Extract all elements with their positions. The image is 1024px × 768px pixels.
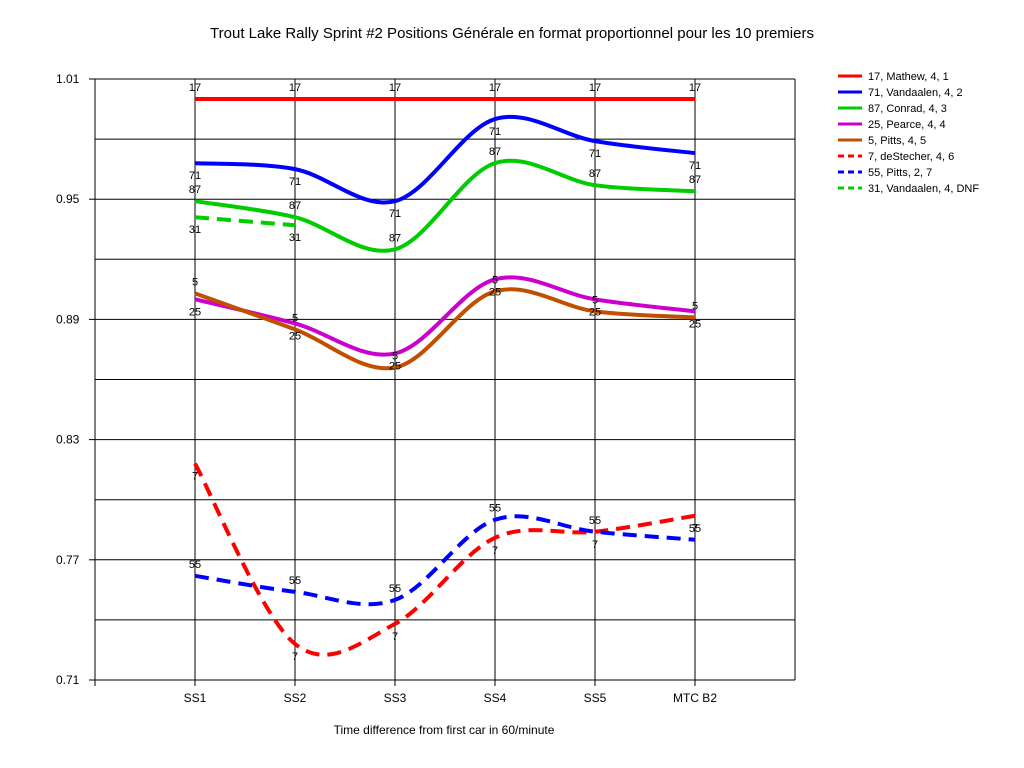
data-label: 17 [289, 82, 301, 94]
data-label: 25 [389, 360, 401, 372]
legend-label: 71, Vandaalen, 4, 2 [868, 87, 963, 99]
data-label: 5 [692, 300, 698, 312]
data-label: 17 [589, 82, 601, 94]
y-tick-label: 0.71 [56, 673, 80, 687]
data-label: 17 [189, 82, 201, 94]
data-label: 5 [592, 294, 598, 306]
chart-title: Trout Lake Rally Sprint #2 Positions Gén… [210, 25, 814, 42]
legend-label: 87, Conrad, 4, 3 [868, 103, 947, 115]
data-label: 5 [192, 276, 198, 288]
legend-label: 5, Pitts, 4, 5 [868, 135, 926, 147]
data-label: 5 [392, 350, 398, 362]
data-label: 7 [392, 631, 398, 643]
x-tick-label: SS2 [284, 691, 307, 705]
data-label: 7 [592, 539, 598, 551]
legend-label: 25, Pearce, 4, 4 [868, 119, 946, 131]
data-label: 87 [589, 168, 601, 180]
axes: 1.01 0.95 0.89 0.83 0.77 0.71 SS1 SS2 SS3 SS4 SS5 M… [56, 72, 796, 705]
x-tick-label: SS3 [384, 691, 407, 705]
data-label: 25 [489, 286, 501, 298]
legend-label: 55, Pitts, 2, 7 [868, 167, 932, 179]
data-label: 25 [689, 318, 701, 330]
data-label: 87 [189, 184, 201, 196]
x-tick-label: SS1 [184, 691, 207, 705]
data-label: 31 [289, 232, 301, 244]
data-label: 87 [389, 232, 401, 244]
data-label: 71 [589, 148, 601, 160]
data-label: 55 [589, 515, 601, 527]
data-label: 17 [389, 82, 401, 94]
data-label: 71 [289, 176, 301, 188]
data-label: 17 [689, 82, 701, 94]
data-label: 5 [292, 312, 298, 324]
grid [95, 78, 795, 681]
data-label: 5 [492, 274, 498, 286]
y-tick-label: 0.77 [56, 553, 80, 567]
series-lines [193, 97, 696, 657]
data-label: 25 [589, 306, 601, 318]
legend-label: 17, Mathew, 4, 1 [868, 71, 949, 83]
legend: 17, Mathew, 4, 1 71, Vandaalen, 4, 2 87, C… [838, 71, 979, 195]
data-label: 87 [289, 200, 301, 212]
series-line-87 [194, 158, 696, 253]
data-label: 7 [492, 545, 498, 557]
data-label: 55 [689, 523, 701, 535]
series-line-7 [193, 462, 696, 657]
y-tick-label: 0.89 [56, 312, 80, 326]
data-label: 7 [192, 471, 198, 483]
data-label: 55 [389, 583, 401, 595]
data-label: 71 [489, 126, 501, 138]
data-label: 55 [289, 575, 301, 587]
data-label: 71 [189, 170, 201, 182]
series-line-5 [194, 287, 696, 371]
data-label: 87 [689, 174, 701, 186]
x-tick-label: MTC B2 [673, 691, 717, 705]
data-label: 7 [692, 523, 698, 535]
data-label: 55 [489, 503, 501, 515]
series-line-55 [194, 514, 696, 607]
data-label: 25 [289, 330, 301, 342]
data-label: 55 [189, 559, 201, 571]
x-axis-label: Time difference from first car in 60/min… [334, 723, 555, 737]
series-line-71 [194, 114, 696, 205]
data-label: 25 [189, 306, 201, 318]
series-line-25 [194, 275, 696, 357]
x-tick-label: SS4 [484, 691, 507, 705]
data-label: 87 [489, 146, 501, 158]
data-label: 71 [689, 160, 701, 172]
data-labels: 17 17 17 17 17 17 71 71 71 71 71 71 87 87 87 87 87 87 25 25… [189, 82, 701, 663]
x-tick-label: SS5 [584, 691, 607, 705]
data-label: 71 [389, 208, 401, 220]
data-label: 31 [189, 224, 201, 236]
y-tick-label: 0.83 [56, 433, 80, 447]
y-tick-label: 0.95 [56, 192, 80, 206]
legend-label: 7, deStecher, 4, 6 [868, 151, 954, 163]
data-label: 17 [489, 82, 501, 94]
series-line-31 [194, 215, 296, 228]
data-label: 7 [292, 651, 298, 663]
y-tick-label: 1.01 [56, 72, 80, 86]
legend-label: 31, Vandaalen, 4, DNF [868, 183, 979, 195]
